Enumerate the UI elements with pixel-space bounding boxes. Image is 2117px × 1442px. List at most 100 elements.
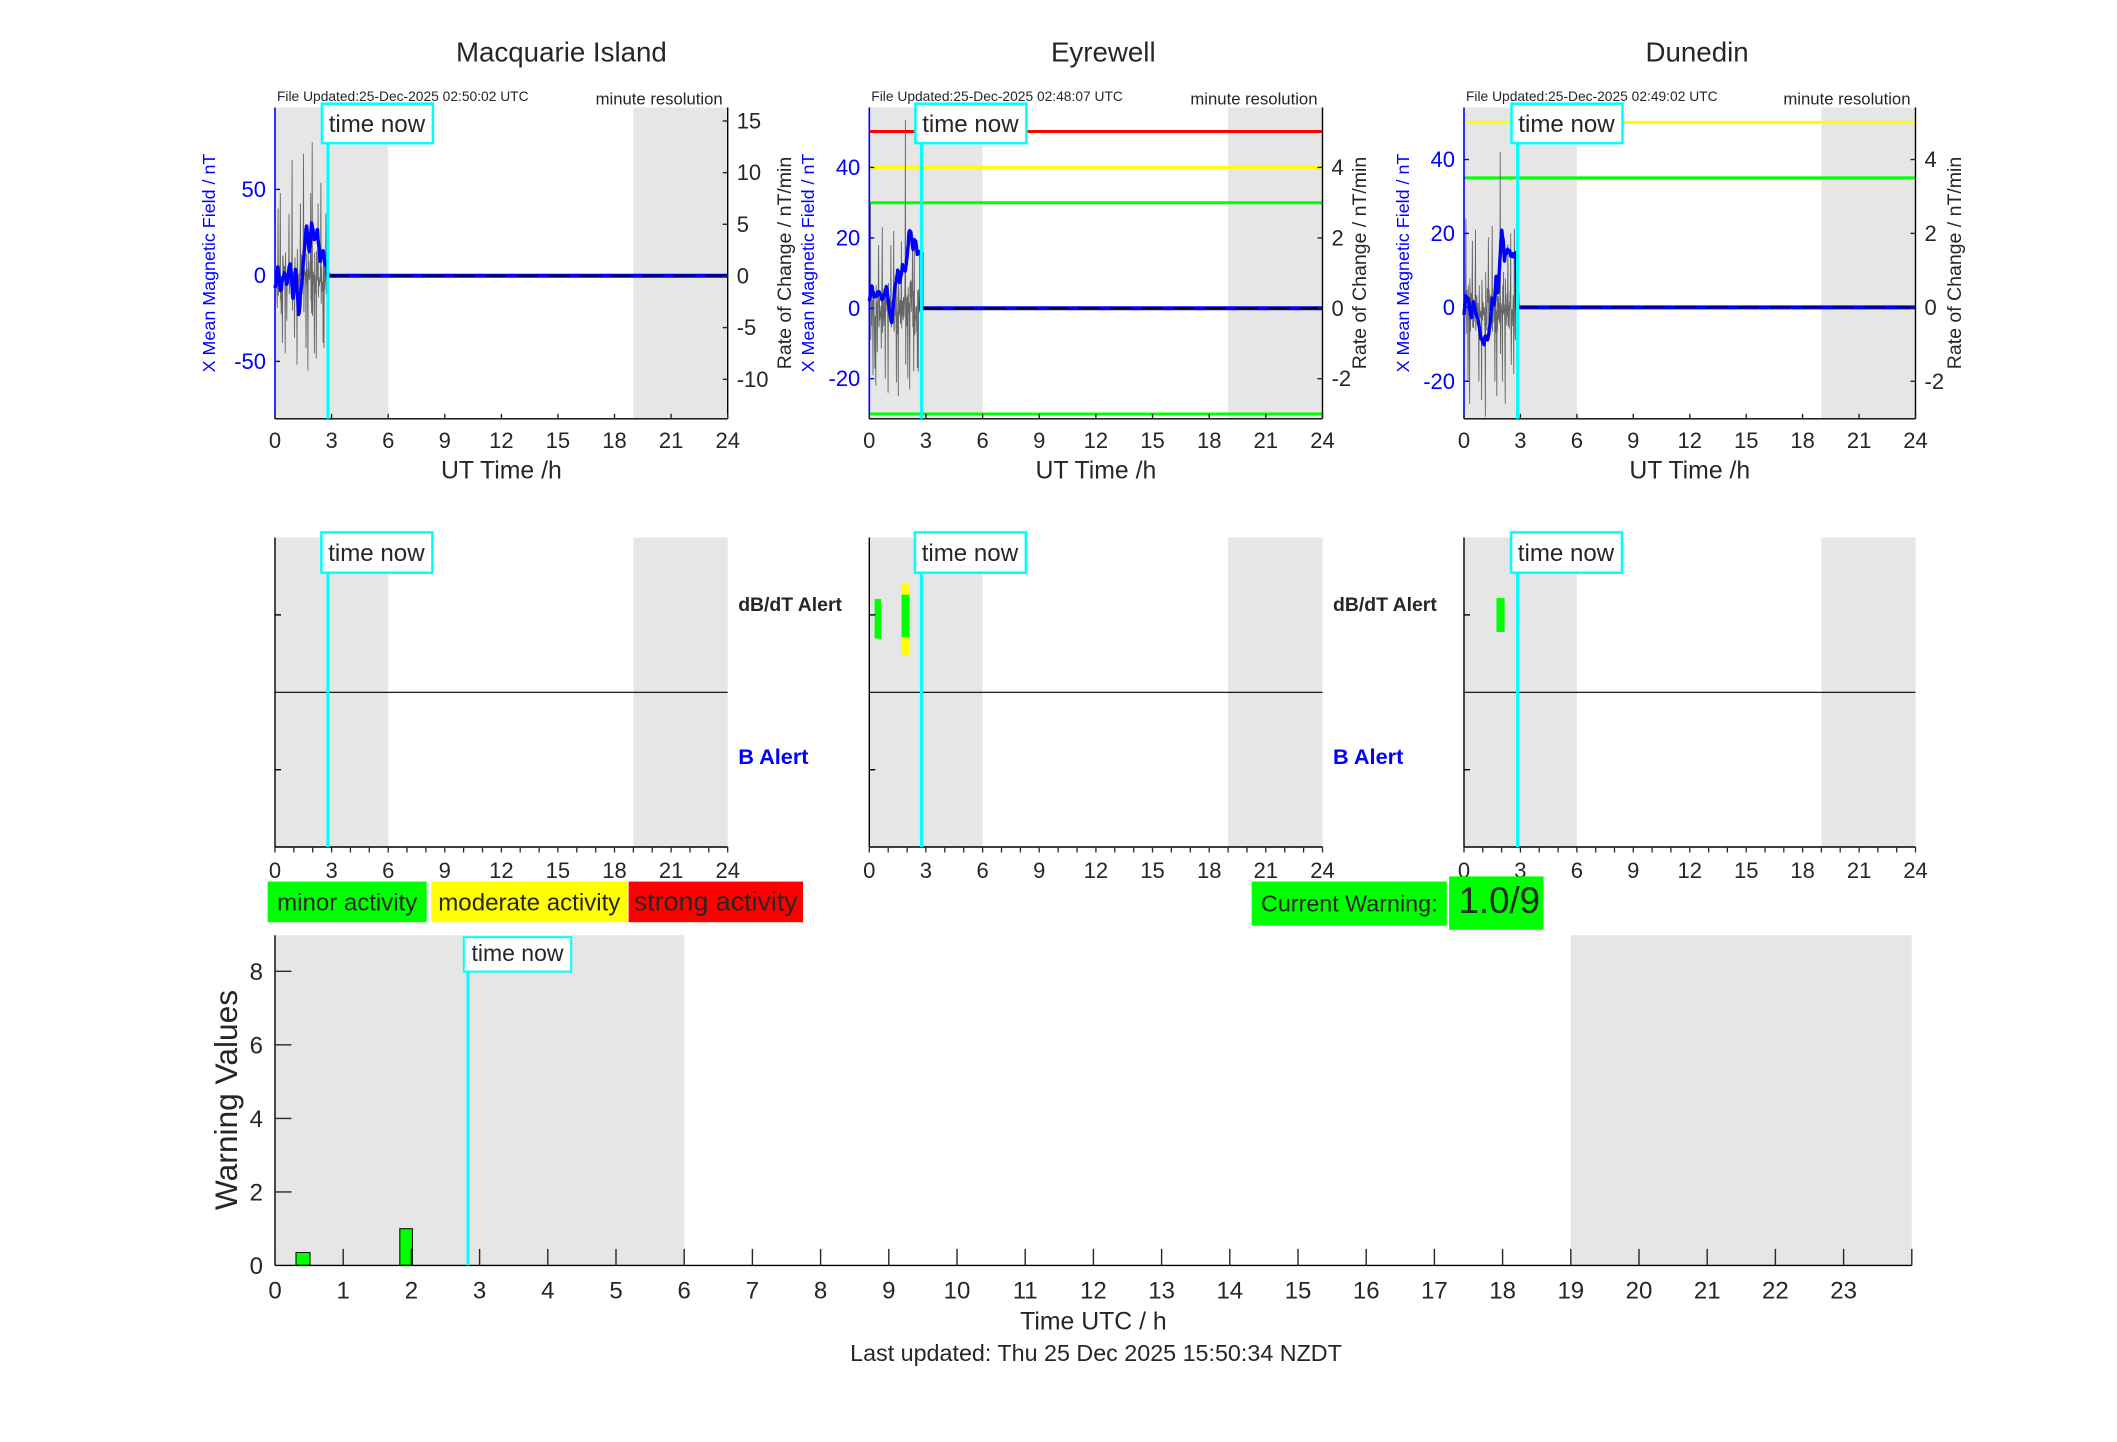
svg-text:15: 15 [1140,858,1164,883]
svg-text:22: 22 [1762,1277,1789,1304]
svg-text:15: 15 [1734,428,1758,453]
svg-text:9: 9 [439,858,451,883]
svg-text:8: 8 [814,1277,827,1304]
svg-text:time now: time now [922,111,1019,138]
svg-text:Rate of Change / nT/min: Rate of Change / nT/min [774,157,796,369]
svg-text:16: 16 [1353,1277,1380,1304]
svg-text:6: 6 [1571,858,1583,883]
svg-text:2: 2 [1332,225,1344,250]
svg-text:time now: time now [1518,540,1615,567]
svg-text:0: 0 [268,1277,281,1304]
svg-text:6: 6 [976,858,988,883]
svg-text:12: 12 [1084,428,1108,453]
svg-text:File Updated:25-Dec-2025 02:48: File Updated:25-Dec-2025 02:48:07 UTC [871,89,1123,104]
svg-text:12: 12 [1678,428,1702,453]
svg-text:-5: -5 [737,315,757,340]
svg-text:Last updated: Thu 25 Dec 2025: Last updated: Thu 25 Dec 2025 15:50:34 N… [850,1340,1342,1366]
svg-text:Rate of Change / nT/min: Rate of Change / nT/min [1349,157,1371,369]
svg-text:24: 24 [1903,428,1927,453]
svg-text:18: 18 [1197,858,1221,883]
svg-text:3: 3 [325,428,337,453]
svg-text:3: 3 [1514,428,1526,453]
svg-text:B Alert: B Alert [738,744,808,769]
svg-text:9: 9 [1033,858,1045,883]
svg-text:3: 3 [325,858,337,883]
svg-text:0: 0 [269,428,281,453]
svg-text:24: 24 [715,428,739,453]
svg-text:4: 4 [541,1277,554,1304]
svg-text:-50: -50 [234,349,266,374]
svg-text:5: 5 [609,1277,622,1304]
svg-text:11: 11 [1013,1277,1038,1304]
svg-text:dB/dT Alert: dB/dT Alert [1333,594,1437,616]
svg-text:minor activity: minor activity [277,890,417,917]
svg-text:4: 4 [1925,147,1937,172]
svg-text:0: 0 [863,858,875,883]
svg-text:UT Time /h: UT Time /h [1035,458,1156,485]
svg-text:21: 21 [659,428,683,453]
svg-text:6: 6 [382,858,394,883]
svg-text:5: 5 [737,212,749,237]
svg-text:dB/dT Alert: dB/dT Alert [738,594,842,616]
svg-text:2: 2 [405,1277,418,1304]
svg-text:23: 23 [1830,1277,1857,1304]
svg-text:12: 12 [1080,1277,1107,1304]
svg-text:6: 6 [678,1277,691,1304]
svg-text:20: 20 [1626,1277,1653,1304]
svg-text:9: 9 [882,1277,895,1304]
svg-text:minute resolution: minute resolution [1783,90,1910,109]
svg-text:minute resolution: minute resolution [1190,90,1317,109]
svg-text:18: 18 [602,428,626,453]
svg-text:20: 20 [836,225,860,250]
svg-text:10: 10 [737,160,761,185]
svg-text:Dunedin: Dunedin [1646,37,1749,68]
svg-text:40: 40 [1431,147,1455,172]
svg-text:6: 6 [1571,428,1583,453]
svg-text:6: 6 [976,428,988,453]
svg-text:18: 18 [1790,858,1814,883]
svg-text:File Updated:25-Dec-2025 02:49: File Updated:25-Dec-2025 02:49:02 UTC [1466,89,1718,104]
svg-text:24: 24 [1310,858,1334,883]
svg-text:-2: -2 [1925,369,1945,394]
svg-text:6: 6 [382,428,394,453]
svg-text:9: 9 [1627,858,1639,883]
svg-text:12: 12 [1084,858,1108,883]
svg-text:17: 17 [1421,1277,1448,1304]
svg-text:21: 21 [1694,1277,1721,1304]
svg-text:0: 0 [1925,295,1937,320]
svg-text:0: 0 [1458,428,1470,453]
svg-text:12: 12 [1678,858,1702,883]
svg-text:X Mean Magnetic Field / nT: X Mean Magnetic Field / nT [798,154,818,373]
svg-text:B Alert: B Alert [1333,744,1403,769]
svg-text:9: 9 [1033,428,1045,453]
svg-text:9: 9 [439,428,451,453]
svg-text:-20: -20 [829,366,861,391]
svg-text:15: 15 [1285,1277,1312,1304]
svg-text:0: 0 [1332,296,1344,321]
svg-text:4: 4 [250,1106,263,1133]
svg-text:15: 15 [1140,428,1164,453]
svg-text:4: 4 [1332,155,1344,180]
svg-text:Rate of Change / nT/min: Rate of Change / nT/min [1944,157,1966,369]
svg-text:14: 14 [1216,1277,1243,1304]
svg-text:3: 3 [920,858,932,883]
svg-text:Warning Values: Warning Values [208,990,244,1210]
svg-text:15: 15 [737,109,761,134]
svg-text:1: 1 [337,1277,350,1304]
svg-text:21: 21 [659,858,683,883]
svg-text:24: 24 [1310,428,1334,453]
svg-text:15: 15 [546,858,570,883]
svg-text:3: 3 [920,428,932,453]
svg-text:15: 15 [546,428,570,453]
svg-text:18: 18 [602,858,626,883]
svg-text:0: 0 [863,428,875,453]
svg-text:21: 21 [1847,858,1871,883]
svg-text:20: 20 [1431,221,1455,246]
svg-text:time now: time now [329,111,426,138]
svg-text:21: 21 [1254,428,1278,453]
svg-text:3: 3 [473,1277,486,1304]
svg-text:UT Time /h: UT Time /h [1629,458,1750,485]
svg-text:21: 21 [1254,858,1278,883]
svg-text:21: 21 [1847,428,1871,453]
svg-text:2: 2 [1925,221,1937,246]
